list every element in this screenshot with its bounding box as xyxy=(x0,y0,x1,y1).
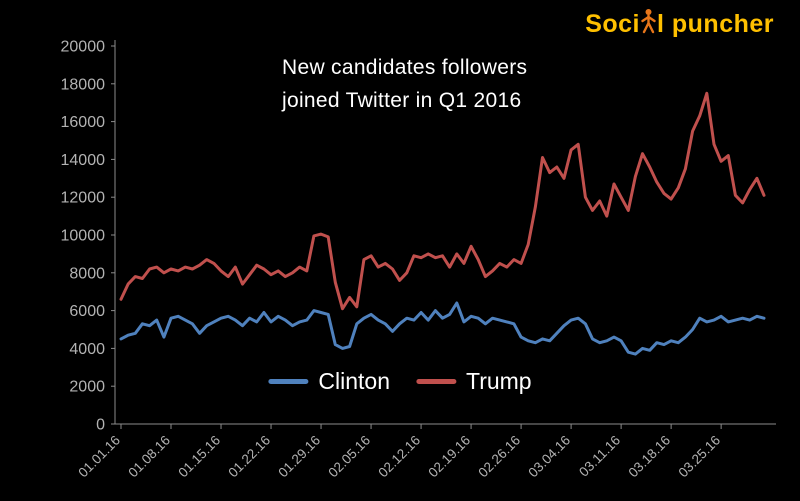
y-tick-label: 4000 xyxy=(69,341,105,358)
y-tick-label: 20000 xyxy=(61,39,106,56)
x-tick-label: 02.26.16 xyxy=(475,433,523,481)
logo-text-suffix: l puncher xyxy=(656,10,774,38)
x-tick-label: 03.18.16 xyxy=(625,433,673,481)
chart-legend: Clinton Trump xyxy=(268,368,532,395)
y-tick-label: 16000 xyxy=(61,114,106,131)
person-icon xyxy=(641,8,656,41)
trump-line-swatch xyxy=(416,379,456,384)
x-tick-label: 03.25.16 xyxy=(675,433,723,481)
logo: Soci l puncher xyxy=(585,8,774,41)
clinton-line-swatch xyxy=(268,379,309,384)
y-tick-label: 12000 xyxy=(61,190,106,207)
legend-item-trump: Trump xyxy=(416,368,532,395)
x-tick-label: 01.01.16 xyxy=(75,433,123,481)
y-tick-label: 10000 xyxy=(61,228,106,245)
series-line-trump xyxy=(119,91,766,311)
x-tick-label: 03.11.16 xyxy=(576,433,623,480)
chart-title-line2: joined Twitter in Q1 2016 xyxy=(282,88,522,112)
y-tick-label: 8000 xyxy=(69,265,105,282)
x-tick-label: 01.15.16 xyxy=(175,433,223,481)
series-line-clinton xyxy=(119,301,766,356)
x-tick-label: 03.04.16 xyxy=(525,433,573,481)
legend-label-clinton: Clinton xyxy=(318,368,390,394)
y-tick-label: 18000 xyxy=(61,76,106,93)
x-tick-label: 01.29.16 xyxy=(275,433,323,481)
y-tick-label: 0 xyxy=(96,417,105,434)
legend-item-clinton: Clinton xyxy=(268,368,390,395)
x-tick-label: 02.05.16 xyxy=(325,433,373,481)
legend-label-trump: Trump xyxy=(466,368,532,394)
logo-text-prefix: Soci xyxy=(585,10,640,38)
chart-title-line1: New candidates followers xyxy=(282,56,528,79)
x-tick-label: 02.19.16 xyxy=(425,433,473,481)
y-tick-label: 14000 xyxy=(61,152,106,169)
y-tick-label: 2000 xyxy=(69,379,105,396)
x-tick-label: 02.12.16 xyxy=(375,433,423,481)
x-tick-label: 01.22.16 xyxy=(225,433,273,481)
y-tick-label: 6000 xyxy=(69,303,105,320)
chart-title: New candidates followers joined Twitter … xyxy=(282,52,527,117)
x-tick-label: 01.08.16 xyxy=(125,433,173,481)
